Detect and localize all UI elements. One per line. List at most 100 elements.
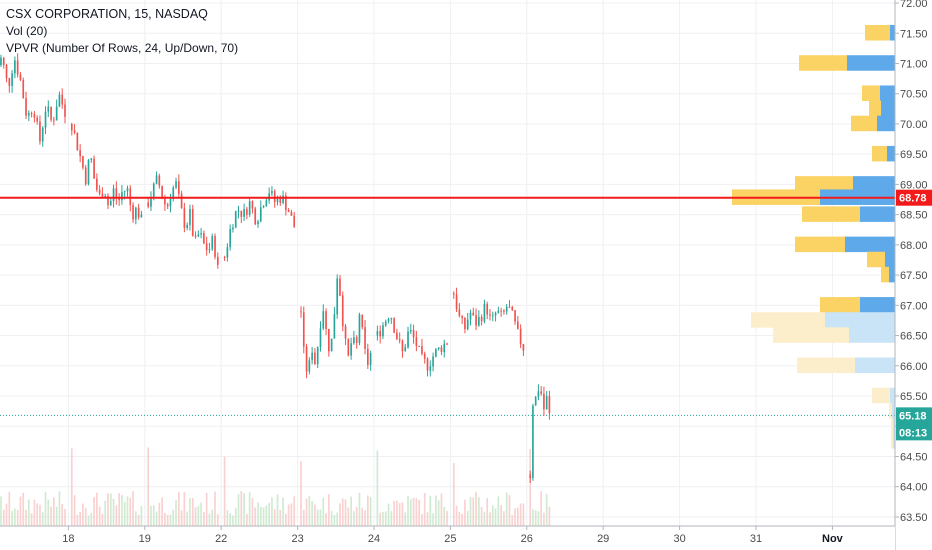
volume-bar [376,450,379,526]
candle-body [254,208,257,225]
volume-bar [486,498,489,526]
volume-bar [39,504,41,526]
volume-bar [203,512,205,526]
volume-bar [229,513,231,526]
candle-body [121,192,123,201]
volume-bar [2,509,5,526]
candle-body [30,113,33,115]
candle-body [61,94,64,105]
volume-bar [475,491,477,526]
candle-body [58,94,61,107]
candle-body [177,181,180,194]
volume-profile [732,25,895,449]
candle-body [311,352,313,361]
volume-bar [169,514,172,526]
volume-bar [339,503,341,526]
volume-bar [452,462,455,526]
volume-bar [30,513,33,526]
symbol-title[interactable]: CSX CORPORATION, 15, NASDAQ [6,7,208,21]
candle-body [435,349,437,357]
volume-bar [90,512,93,526]
volume-bar [429,495,432,526]
candle-body [55,106,58,121]
candle-body [330,338,333,352]
candle-body [90,158,93,160]
candle-body [461,315,463,318]
time-tick-label: 24 [368,533,380,545]
volume-bar [70,448,73,526]
candle-body [16,60,19,75]
candle-body [180,193,183,209]
volume-bar [505,492,508,526]
volume-bar [379,512,382,526]
vpvr-down-bar [751,312,825,328]
price-tick-label: 68.50 [900,210,928,222]
vpvr-down-bar [872,387,890,404]
volume-bar [226,510,229,526]
vpvr-up-bar [893,433,895,449]
vpvr-down-bar [797,357,855,374]
volume-bar [150,505,152,526]
candle-body [126,188,129,192]
volume-indicator-label[interactable]: Vol (20) [6,24,48,38]
candle-body [82,156,84,168]
candle-body [50,106,52,120]
candle-body [350,343,352,356]
candle-body [437,347,440,350]
volume-bar [548,506,551,526]
volume-bar [189,498,191,526]
candle-body [44,111,47,128]
volume-bar [259,506,262,526]
vpvr-up-bar [880,85,895,101]
candle-body [429,366,432,371]
candle-body [455,294,458,310]
volume-bar [268,502,270,526]
candle-body [216,256,219,265]
candle-body [421,346,423,354]
vpvr-down-bar [795,236,845,253]
volume-bar [76,514,79,526]
volume-bar [418,499,420,526]
candle-body [276,198,279,203]
volume-bar [205,492,208,526]
volume-bar [121,495,123,526]
candle-body [537,391,540,398]
candle-body [211,236,214,250]
candle-body [223,256,226,258]
volume-bar [497,496,500,526]
volume-bar [353,511,355,526]
volume-bar [84,508,87,526]
volume-bar [311,501,313,526]
volume-bar [412,497,415,526]
volume-bar [126,496,129,526]
candle-body [440,347,443,352]
volume-bar [319,509,322,526]
volume-bar [200,502,202,526]
candle-body [115,188,118,199]
candle-body [0,57,2,65]
candle-body [319,328,322,348]
volume-bar [508,495,511,526]
volume-bar [96,492,98,526]
candle-body [33,114,36,118]
vpvr-up-bar [890,387,895,404]
candle-body [540,391,542,394]
candle-body [118,198,120,201]
volume-bar [232,515,234,526]
volume-bar [464,499,466,526]
volume-bar [285,513,287,526]
volume-bar [409,499,412,526]
volume-bar [336,512,339,526]
candle-body [279,198,282,203]
candle-body [382,325,384,337]
volume-bar [290,503,293,526]
volume-bar [472,497,475,526]
vpvr-down-bar [795,176,853,192]
candle-body [308,360,311,372]
volume-bar [25,509,27,526]
candle-body [452,293,455,295]
volume-bar [415,498,418,526]
vpvr-indicator-label[interactable]: VPVR (Number Of Rows, 24, Up/Down, 70) [6,41,239,55]
